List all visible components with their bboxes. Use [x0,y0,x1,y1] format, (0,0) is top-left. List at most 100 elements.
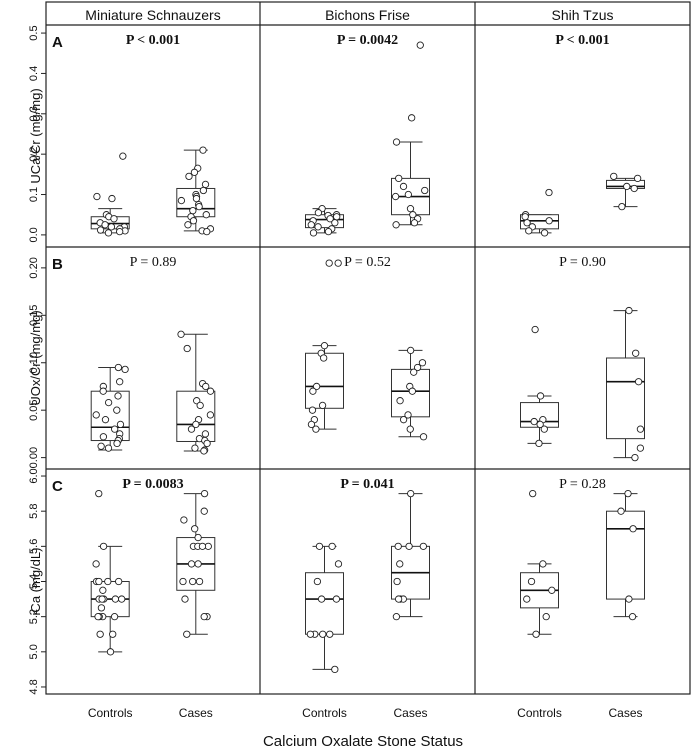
data-point [529,489,537,498]
data-point [98,595,106,603]
data-point [200,489,209,498]
data-point [317,595,326,603]
data-point [623,182,631,191]
data-point [333,213,341,221]
data-point [391,192,400,201]
data-point [203,228,211,236]
data-point [104,398,113,407]
data-point [94,613,102,621]
x-axis-title: Calcium Oxalate Stone Status [263,733,463,750]
p-value-label: P < 0.001 [555,33,609,48]
data-point [399,182,408,191]
data-point [201,180,210,189]
data-point [419,542,427,550]
y-tick-label: 0.15 [28,305,40,326]
data-point [326,630,334,638]
y-tick-label: 0.3 [28,106,40,121]
outer-frame [45,1,691,695]
p-value-label: P = 0.0042 [337,33,398,48]
p-value-label: P = 0.90 [559,255,606,270]
data-point [196,401,204,410]
p-value-label: P = 0.89 [130,255,177,270]
data-point [396,560,404,568]
data-point [631,453,639,462]
data-point [119,152,127,160]
data-point [416,41,424,49]
x-category-label: Controls [302,706,347,720]
y-tick-label: 5.6 [28,539,40,554]
data-point [191,444,199,452]
data-point [413,363,422,372]
data-point [116,420,125,429]
y-tick-label: 0.05 [28,399,40,420]
y-tick-label: 0.0 [28,227,40,242]
data-point [195,202,203,211]
data-point [308,406,317,414]
data-point [319,630,327,638]
data-point [192,420,200,429]
data-point [192,194,201,203]
data-point [99,433,108,441]
data-point [542,613,550,621]
data-point [101,221,109,229]
data-point [625,306,633,315]
data-point [99,586,107,594]
box-iqr [520,402,559,428]
data-point [419,433,428,441]
data-point [115,577,123,586]
panel: P = 0.89 [90,255,216,455]
data-point [97,442,105,450]
data-point [99,387,107,395]
data-point [121,365,129,374]
panel: P = 0.90 [520,255,645,462]
data-point [194,560,202,568]
data-point [617,507,625,515]
data-point [331,665,339,674]
x-category-label: Controls [88,706,133,720]
data-point [399,416,408,424]
data-point [392,138,401,146]
data-point [530,417,538,426]
data-point [110,613,119,621]
row-letter: B [52,256,63,273]
data-point [95,489,103,498]
data-point [618,202,626,211]
data-point [114,392,122,400]
y-tick-label: 0.1 [28,187,40,202]
data-point [407,489,415,498]
data-point [325,259,333,267]
data-point [395,174,403,183]
data-point [118,595,126,603]
data-point [409,211,417,219]
data-point [113,439,121,448]
data-point [101,416,110,424]
data-point [326,215,334,223]
data-point [545,188,553,197]
data-point [206,387,215,395]
data-point [199,186,208,195]
data-point [104,444,113,452]
data-point [404,411,412,419]
data-point [314,209,323,217]
data-point [521,213,529,221]
data-point [523,219,531,227]
data-point [111,425,119,433]
data-point [108,194,116,203]
data-point [315,542,324,550]
y-tick-label: 5.4 [28,574,40,589]
data-point [630,184,638,193]
data-point [104,577,112,586]
data-point [187,425,196,433]
data-point [610,172,618,181]
data-point [328,542,336,550]
data-point [396,397,404,405]
y-tick-label: 0.4 [28,66,40,81]
data-point [187,560,196,568]
data-point [191,525,199,533]
data-point [392,221,400,229]
data-point [404,190,412,199]
data-point [320,354,328,362]
row-letter: A [52,34,63,51]
data-point [625,595,633,603]
panel: P < 0.001 [520,33,645,237]
